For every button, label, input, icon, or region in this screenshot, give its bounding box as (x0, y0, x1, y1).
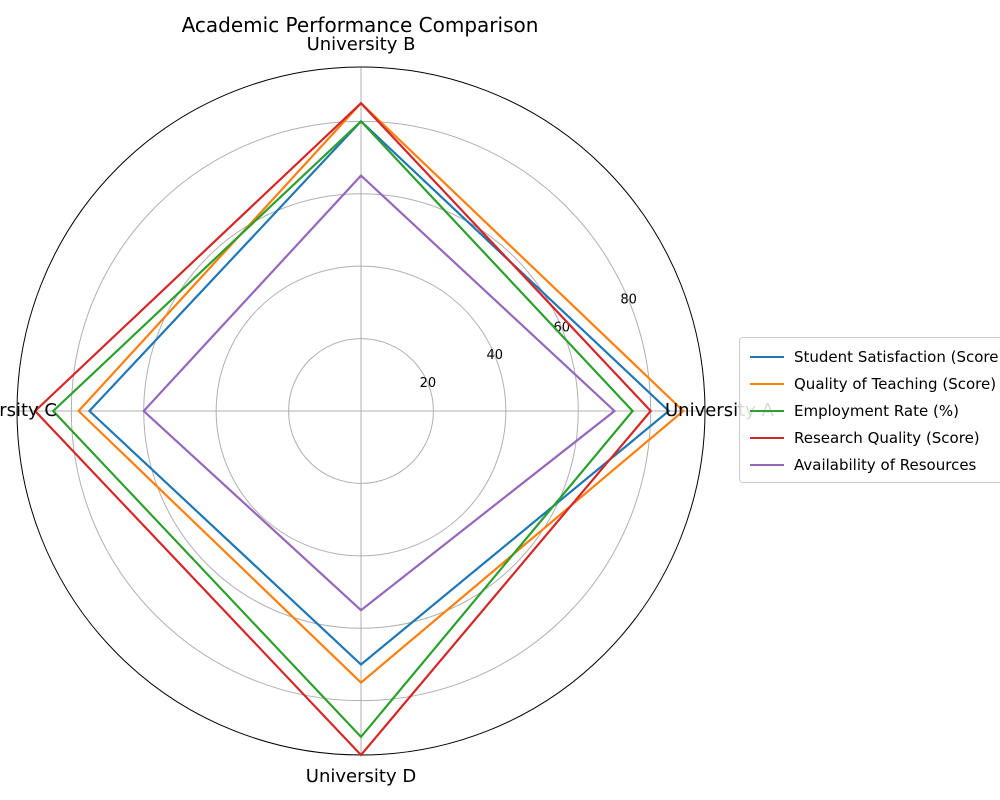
legend-item: Quality of Teaching (Score) (750, 370, 1000, 397)
radial-tick-label: 80 (620, 293, 637, 308)
legend-swatch (750, 382, 784, 385)
chart-legend: Student Satisfaction (Score) Quality of T… (739, 337, 1000, 483)
legend-item: Availability of Resources (750, 451, 1000, 478)
legend-swatch (750, 463, 784, 466)
legend-label: Employment Rate (%) (794, 401, 959, 420)
radial-tick-label: 20 (420, 376, 437, 391)
series-line-2 (51, 119, 635, 739)
legend-swatch (750, 436, 784, 439)
legend-label: Availability of Resources (794, 455, 977, 474)
series-line-0 (87, 119, 671, 666)
legend-item: Employment Rate (%) (750, 397, 1000, 424)
legend-label: Student Satisfaction (Score) (794, 347, 1000, 366)
radial-tick-label: 40 (487, 348, 504, 363)
radar-series (33, 101, 685, 757)
legend-label: Research Quality (Score) (794, 428, 980, 447)
category-label: University B (307, 34, 416, 55)
chart-title: Academic Performance Comparison (182, 13, 539, 37)
legend-item: Student Satisfaction (Score) (750, 343, 1000, 370)
series-line-4 (142, 174, 617, 612)
legend-swatch (750, 409, 784, 412)
series-line-3 (33, 101, 653, 757)
category-label: University C (0, 400, 57, 421)
legend-item: Research Quality (Score) (750, 424, 1000, 451)
category-label: University D (306, 766, 416, 787)
series-line-1 (77, 101, 685, 685)
legend-swatch (750, 355, 784, 358)
legend-label: Quality of Teaching (Score) (794, 374, 997, 393)
